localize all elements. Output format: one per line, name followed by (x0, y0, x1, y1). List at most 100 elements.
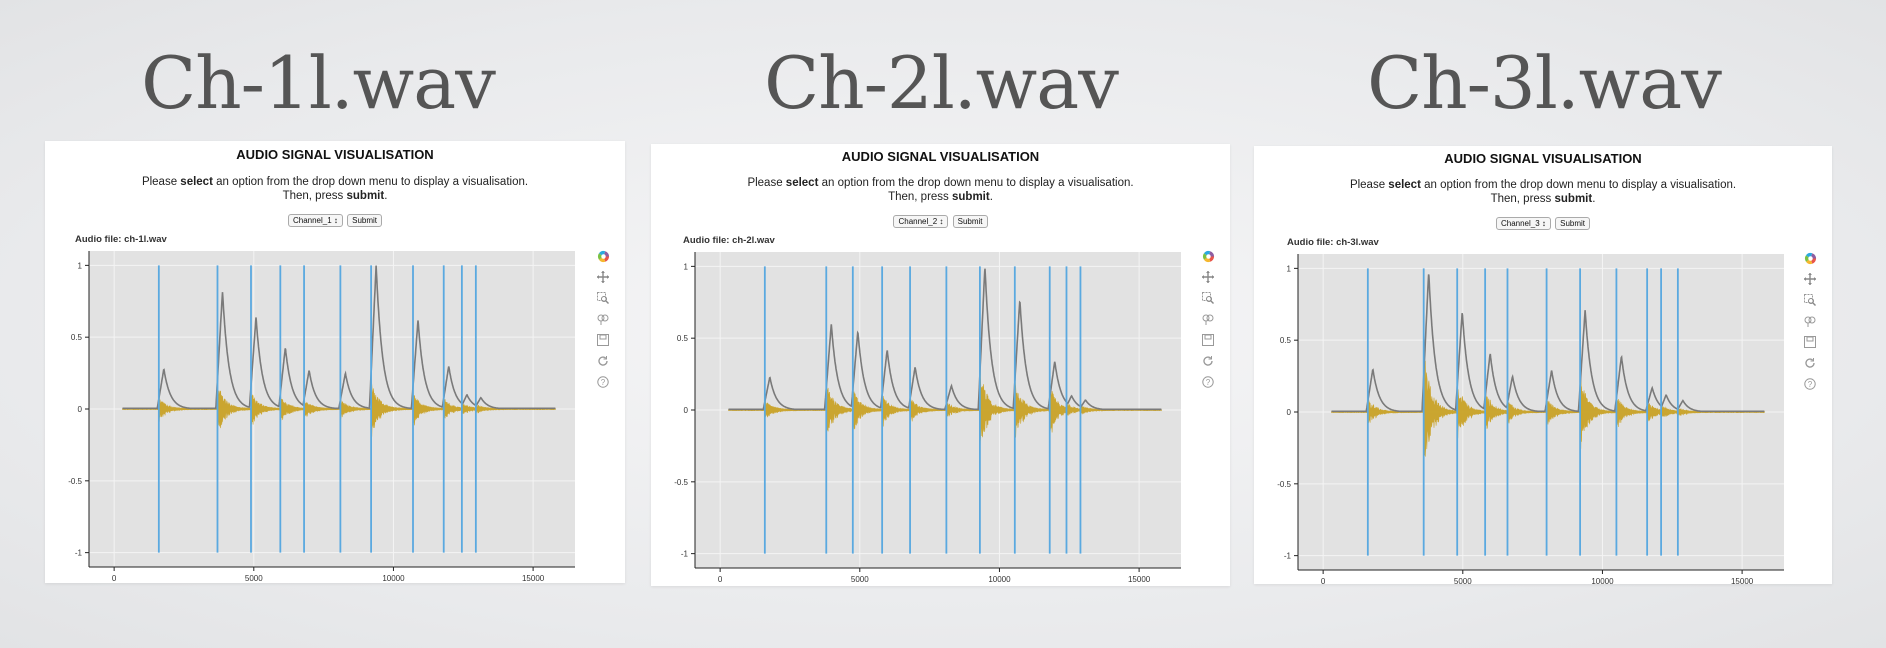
reset-icon[interactable] (1803, 356, 1817, 370)
audio-plot[interactable]: 1 0.5 0 -0.5 -1 0 5000 10000 15000 (661, 248, 1201, 584)
instruction-text: Please (1349, 179, 1389, 191)
plot-toolbar: ? (1803, 251, 1819, 398)
instruction-text: . (989, 191, 993, 203)
y-tick-label: -1 (1284, 552, 1292, 561)
save-icon[interactable] (1803, 335, 1817, 349)
y-tick-label: 0.5 (677, 334, 689, 343)
x-tick-label: 15000 (522, 574, 545, 583)
audio-plot[interactable]: 1 0.5 0 -0.5 -1 0 5000 10000 15000 (1264, 250, 1804, 586)
reset-icon[interactable] (596, 354, 610, 368)
instructions: Please select an option from the drop do… (1254, 178, 1832, 206)
waveform (1331, 356, 1765, 457)
x-tick-label: 5000 (245, 574, 263, 583)
channel-dropdown[interactable]: Channel_3 ↕ (1495, 217, 1551, 230)
pan-icon[interactable] (1803, 272, 1817, 286)
slide-title-3: Ch-3l.wav (1367, 41, 1722, 125)
x-tick-label: 10000 (988, 575, 1011, 584)
box-zoom-icon[interactable] (596, 291, 610, 305)
instruction-bold-select: select (785, 177, 819, 189)
channel-dropdown[interactable]: Channel_1 ↕ (287, 214, 343, 227)
plot-toolbar: ? (596, 249, 612, 396)
y-tick-label: 1 (1287, 264, 1292, 273)
y-tick-label: 0.5 (71, 333, 83, 342)
bokeh-logo-icon (1201, 249, 1215, 263)
instruction-text: Please (141, 176, 181, 188)
instruction-bold-submit: submit (346, 190, 385, 202)
instruction-text: . (1592, 193, 1596, 205)
y-tick-label: 0.5 (1280, 336, 1292, 345)
y-tick-label: -0.5 (674, 478, 688, 487)
instructions: Please select an option from the drop do… (45, 175, 625, 203)
viz-title: AUDIO SIGNAL VISUALISATION (236, 147, 434, 162)
submit-button[interactable]: Submit (952, 215, 988, 228)
x-tick-label: 0 (112, 574, 117, 583)
viz-title: AUDIO SIGNAL VISUALISATION (841, 149, 1040, 164)
x-tick-label: 10000 (382, 574, 405, 583)
slide-title-1: Ch-1l.wav (141, 41, 496, 125)
x-tick-label: 5000 (1454, 577, 1472, 586)
x-tick-label: 0 (718, 575, 723, 584)
instruction-bold-select: select (180, 176, 213, 188)
x-tick-label: 10000 (1591, 577, 1614, 586)
y-tick-label: -1 (75, 549, 83, 558)
submit-button[interactable]: Submit (1555, 217, 1591, 230)
pan-icon[interactable] (1201, 270, 1215, 284)
svg-text:?: ? (601, 378, 606, 387)
audio-file-label: Audio file: ch-2l.wav (683, 235, 775, 246)
instruction-text: an option from the drop down menu to dis… (818, 177, 1134, 189)
x-tick-label: 5000 (851, 575, 869, 584)
save-icon[interactable] (596, 333, 610, 347)
instruction-bold-submit: submit (1554, 193, 1593, 205)
visualisation-panel-3: AUDIO SIGNAL VISUALISATION Please select… (1254, 146, 1832, 586)
bokeh-logo-icon (596, 249, 610, 263)
instruction-bold-select: select (1388, 179, 1421, 191)
instruction-text: an option from the drop down menu to dis… (212, 176, 529, 188)
x-tick-label: 15000 (1128, 575, 1151, 584)
y-tick-label: 0 (684, 406, 689, 415)
waveform (728, 368, 1162, 460)
controls: Channel_1 ↕ Submit (45, 214, 625, 227)
envelope-line (728, 268, 1162, 411)
visualisation-panel-1: AUDIO SIGNAL VISUALISATION Please select… (45, 141, 625, 583)
y-tick-label: -0.5 (68, 477, 82, 486)
svg-text:?: ? (1206, 378, 1211, 387)
waveform (122, 381, 556, 438)
instruction-bold-submit: submit (952, 191, 990, 203)
help-icon[interactable]: ? (1803, 377, 1817, 391)
x-tick-label: 0 (1321, 577, 1326, 586)
controls: Channel_2 ↕ Submit (651, 215, 1230, 228)
audio-file-label: Audio file: ch-3l.wav (1287, 237, 1379, 248)
channel-dropdown[interactable]: Channel_2 ↕ (893, 215, 949, 228)
plot-toolbar: ? (1201, 249, 1217, 396)
envelope-line (1331, 274, 1765, 413)
instruction-text: . (384, 190, 388, 202)
wheel-zoom-icon[interactable] (596, 312, 610, 326)
bokeh-logo-icon (1803, 251, 1817, 265)
instruction-text: Then, press (282, 190, 347, 202)
reset-icon[interactable] (1201, 354, 1215, 368)
x-tick-label: 15000 (1731, 577, 1754, 586)
audio-file-label: Audio file: ch-1l.wav (75, 234, 167, 245)
y-tick-label: 0 (78, 405, 83, 414)
pan-icon[interactable] (596, 270, 610, 284)
envelope-line (122, 265, 556, 410)
y-tick-label: 1 (78, 261, 83, 270)
save-icon[interactable] (1201, 333, 1215, 347)
wheel-zoom-icon[interactable] (1201, 312, 1215, 326)
y-tick-label: 0 (1287, 408, 1292, 417)
box-zoom-icon[interactable] (1201, 291, 1215, 305)
visualisation-panel-2: AUDIO SIGNAL VISUALISATION Please select… (651, 144, 1230, 586)
viz-title: AUDIO SIGNAL VISUALISATION (1444, 151, 1642, 166)
help-icon[interactable]: ? (1201, 375, 1215, 389)
y-tick-label: -0.5 (1277, 480, 1291, 489)
y-tick-label: 1 (684, 262, 689, 271)
box-zoom-icon[interactable] (1803, 293, 1817, 307)
instructions: Please select an option from the drop do… (651, 176, 1230, 204)
wheel-zoom-icon[interactable] (1803, 314, 1817, 328)
audio-plot[interactable]: 1 0.5 0 -0.5 -1 0 5000 10000 15000 (55, 247, 595, 583)
help-icon[interactable]: ? (596, 375, 610, 389)
instruction-text: Then, press (1490, 193, 1555, 205)
instruction-text: an option from the drop down menu to dis… (1420, 179, 1737, 191)
svg-text:?: ? (1808, 380, 1813, 389)
submit-button[interactable]: Submit (347, 214, 383, 227)
